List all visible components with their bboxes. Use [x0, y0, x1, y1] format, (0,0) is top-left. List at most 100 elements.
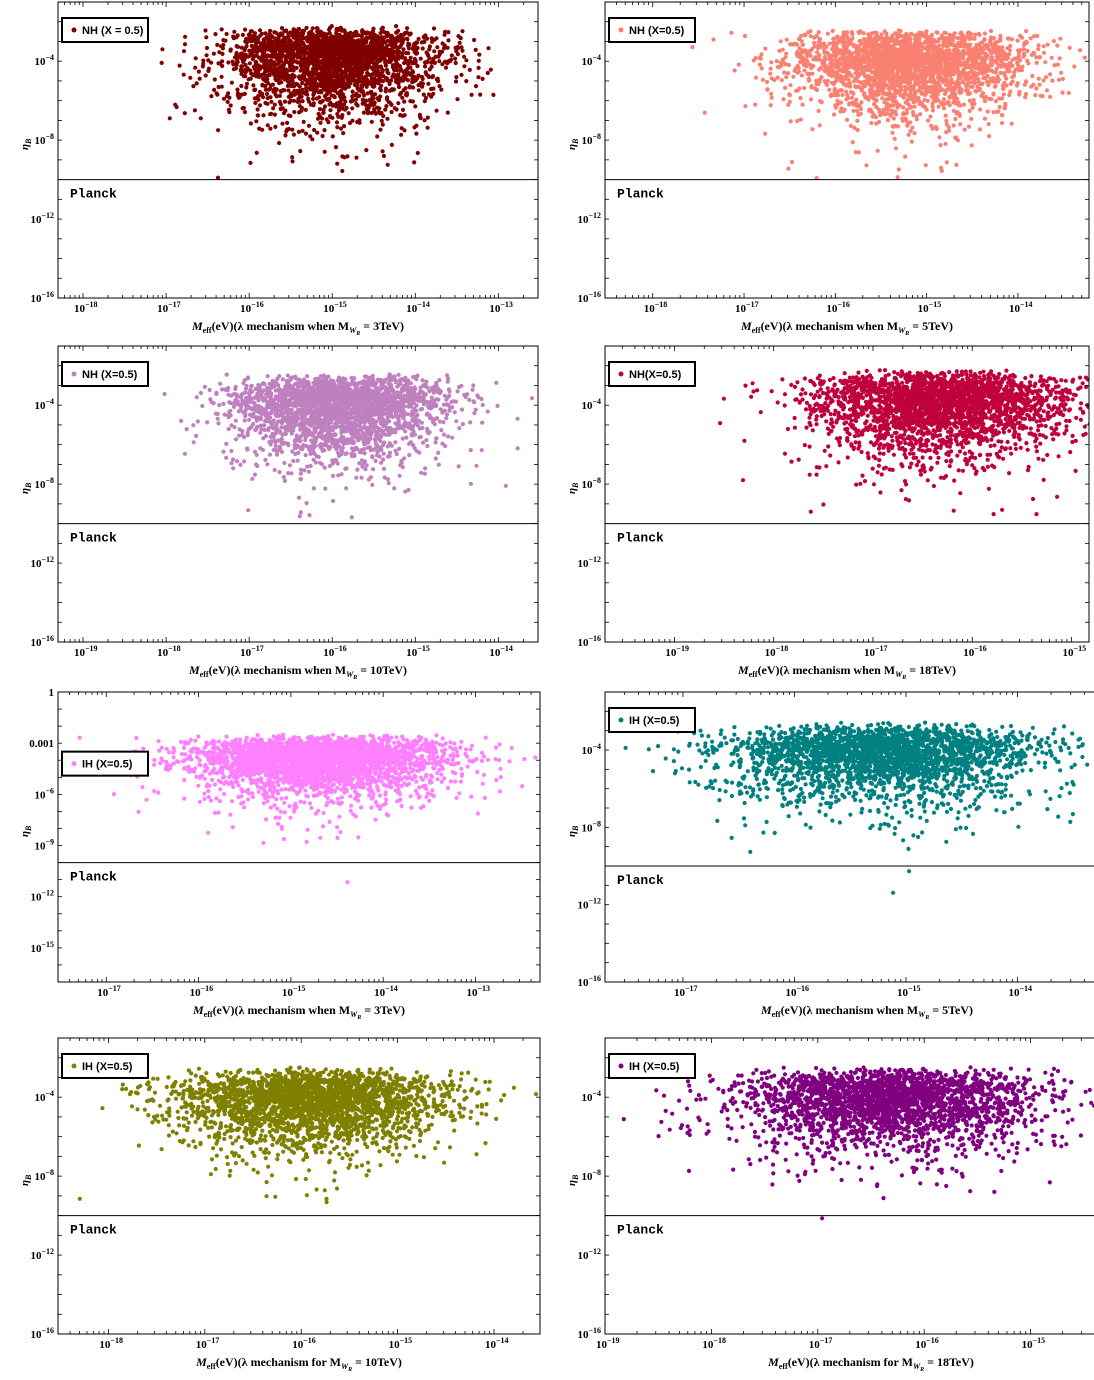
- data-point: [277, 140, 282, 146]
- data-point: [386, 99, 391, 105]
- data-point: [250, 72, 255, 78]
- data-point: [247, 53, 253, 58]
- x-axis-label: Meff(eV)(λ mechanism when MWR = 3TeV): [191, 319, 404, 337]
- data-point: [429, 64, 434, 69]
- data-point: [954, 96, 960, 101]
- data-point: [273, 92, 278, 97]
- data-point: [916, 95, 921, 100]
- data-point: [270, 82, 275, 87]
- data-point: [1019, 68, 1024, 73]
- data-point: [1020, 64, 1025, 69]
- data-point: [997, 96, 1002, 101]
- data-point: [415, 45, 420, 51]
- data-point: [276, 56, 281, 62]
- data-point: [889, 108, 894, 113]
- data-point: [364, 84, 369, 89]
- data-point: [802, 68, 807, 73]
- data-point: [431, 26, 437, 31]
- data-point: [895, 124, 900, 129]
- data-point: [845, 30, 850, 35]
- data-point: [298, 149, 303, 154]
- data-point: [372, 78, 377, 83]
- data-point: [823, 80, 828, 85]
- data-point: [781, 97, 786, 102]
- data-point: [324, 69, 329, 74]
- data-point: [281, 66, 286, 71]
- data-point: [711, 37, 716, 42]
- data-point: [846, 38, 851, 44]
- data-point: [406, 65, 411, 70]
- data-point: [758, 56, 763, 61]
- data-point: [273, 124, 278, 129]
- data-point: [235, 33, 240, 38]
- data-point: [244, 85, 249, 90]
- data-point: [276, 74, 281, 79]
- data-point: [349, 40, 354, 45]
- data-point: [897, 40, 902, 45]
- data-point: [849, 95, 854, 100]
- data-point: [286, 113, 291, 118]
- y-tick-label: 10−4: [34, 53, 54, 68]
- data-point: [310, 137, 315, 142]
- data-point: [879, 32, 884, 37]
- data-point: [381, 153, 386, 159]
- data-point: [539, 76, 543, 80]
- data-point: [765, 87, 770, 92]
- data-point: [780, 57, 785, 62]
- data-point: [394, 107, 399, 112]
- data-point: [290, 82, 295, 87]
- data-point: [880, 96, 885, 101]
- data-point: [896, 28, 901, 33]
- legend-marker: [71, 27, 77, 33]
- data-point: [416, 88, 421, 93]
- data-point: [306, 99, 312, 104]
- data-point: [446, 29, 451, 35]
- data-point: [432, 49, 437, 54]
- data-point: [223, 38, 228, 43]
- data-point: [912, 50, 917, 55]
- data-point: [242, 110, 248, 115]
- data-point: [364, 148, 369, 153]
- data-point: [182, 42, 188, 47]
- data-point: [356, 42, 361, 47]
- data-point: [903, 154, 908, 159]
- data-point: [904, 118, 909, 123]
- data-point: [941, 78, 947, 83]
- data-point: [316, 111, 321, 116]
- data-point: [886, 86, 891, 91]
- data-point: [393, 62, 398, 68]
- data-point: [866, 61, 871, 66]
- data-point: [978, 107, 983, 112]
- data-point: [1028, 36, 1033, 41]
- data-point: [401, 69, 406, 74]
- data-point: [462, 54, 467, 59]
- data-point: [362, 62, 367, 67]
- data-point: [312, 49, 317, 54]
- data-point: [855, 74, 860, 79]
- data-point: [380, 122, 385, 127]
- data-point: [434, 108, 439, 113]
- data-point: [407, 42, 412, 47]
- data-point: [988, 35, 994, 40]
- data-point: [181, 72, 186, 77]
- data-point: [322, 149, 327, 154]
- data-point: [400, 113, 405, 118]
- data-point: [272, 86, 277, 91]
- data-point: [921, 104, 926, 109]
- data-point: [384, 104, 389, 109]
- data-point: [811, 57, 816, 62]
- data-point: [282, 99, 288, 104]
- data-point: [952, 93, 958, 98]
- data-point: [406, 51, 411, 56]
- data-point: [298, 55, 303, 60]
- data-point: [782, 70, 787, 75]
- data-point: [301, 28, 307, 34]
- data-point: [244, 44, 249, 49]
- data-point: [424, 36, 430, 41]
- data-point: [335, 125, 340, 130]
- data-point: [760, 77, 765, 82]
- data-point: [357, 47, 362, 52]
- data-point: [376, 49, 381, 54]
- data-point: [288, 43, 293, 48]
- data-point: [993, 70, 998, 75]
